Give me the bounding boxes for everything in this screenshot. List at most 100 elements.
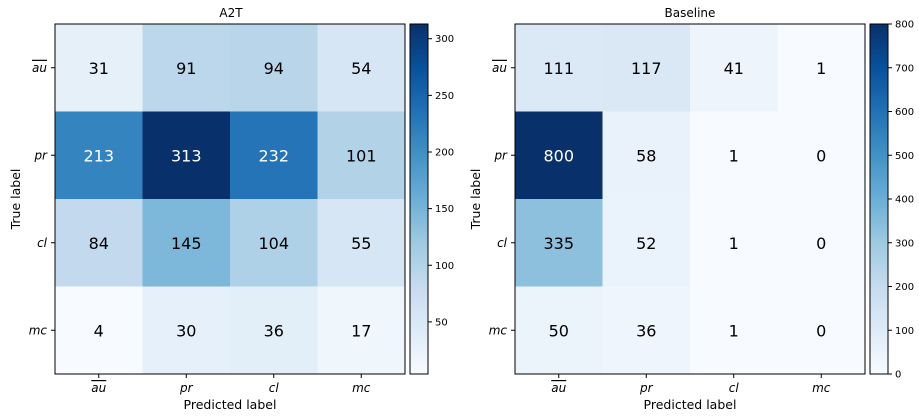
cell-value-label: 84 (89, 234, 109, 253)
heatmap-cell (515, 111, 603, 200)
x-tick-label: cl (269, 381, 280, 395)
cell-value-label: 41 (724, 59, 744, 78)
heatmap-cell (317, 286, 406, 375)
heatmap-cell (515, 24, 603, 112)
x-tick-label: mc (812, 381, 831, 395)
colorbar-tick-label: 600 (895, 107, 914, 118)
cell-value-label: 104 (258, 234, 289, 253)
cell-value-label: 17 (351, 321, 371, 340)
heatmap-cell (317, 24, 406, 112)
heatmap-cell (317, 199, 406, 287)
cell-value-label: 36 (636, 321, 656, 340)
x-tick-labels: au pr cl mc (551, 374, 831, 395)
x-tick-label: mc (352, 381, 371, 395)
cell-value-label: 30 (176, 321, 196, 340)
heatmap-cell (690, 286, 778, 375)
colorbar-tick-label: 250 (435, 91, 454, 102)
heatmap-cell (690, 111, 778, 200)
heatmap-cell (515, 286, 603, 375)
cell-value-label: 111 (543, 59, 574, 78)
heatmap-cell (55, 111, 143, 200)
heatmap-cell (690, 199, 778, 287)
cell-value-label: 52 (636, 234, 656, 253)
chart-title: Baseline (665, 6, 716, 20)
heatmap-cell (142, 199, 231, 287)
x-axis-label: Predicted label (184, 397, 277, 412)
y-axis-label: True label (8, 169, 23, 231)
colorbar: 0 100 200 300 400 500 600 700 800 (869, 20, 914, 381)
chart-title: A2T (219, 6, 243, 20)
colorbar-ticks: 50 100 150 200 250 300 (428, 34, 454, 328)
colorbar-tick-label: 200 (435, 147, 454, 158)
cell-value-label: 145 (171, 234, 202, 253)
heatmap-cell (777, 199, 866, 287)
y-tick-label: au (492, 61, 507, 75)
colorbar: 50 100 150 200 250 300 (409, 23, 454, 375)
y-tick-label: mc (489, 323, 508, 337)
heatmap-cell (142, 286, 231, 375)
colorbar-tick-label: 0 (895, 370, 901, 381)
y-tick-label: cl (497, 236, 508, 250)
cell-value-label: 91 (176, 59, 196, 78)
cell-value-label: 101 (346, 146, 377, 165)
cell-value-label: 232 (258, 146, 289, 165)
cell-value-label: 31 (89, 59, 109, 78)
heatmap-cell (317, 111, 406, 200)
colorbar-tick-label: 700 (895, 63, 914, 74)
colorbar-tick-label: 300 (435, 34, 454, 45)
heatmap-cell (602, 199, 691, 287)
x-tick-label: pr (179, 381, 194, 395)
heatmap-cell (602, 286, 691, 375)
colorbar-gradient (870, 24, 888, 374)
y-tick-labels: au pr cl mc (29, 61, 55, 337)
colorbar-tick-label: 400 (895, 195, 914, 206)
heatmap-cell (142, 24, 231, 112)
heatmap-frame (54, 23, 406, 375)
heatmap-cell (230, 199, 318, 287)
cell-value-label: 0 (816, 234, 826, 253)
colorbar-tick-label: 150 (435, 204, 454, 215)
colorbar-tick-label: 300 (895, 238, 914, 249)
cell-value-label: 54 (351, 59, 371, 78)
heatmap-cell (515, 199, 603, 287)
x-axis-label: Predicted label (644, 397, 737, 412)
y-tick-labels: au pr cl mc (489, 61, 515, 337)
cell-value-label: 213 (83, 146, 114, 165)
heatmap-cell (690, 24, 778, 112)
cell-value-label: 94 (264, 59, 284, 78)
colorbar-tick-label: 500 (895, 151, 914, 162)
heatmap-cell (602, 24, 691, 112)
y-tick-label: cl (37, 236, 48, 250)
colorbar-tick-label: 200 (895, 282, 914, 293)
cell-value-label: 0 (816, 321, 826, 340)
colorbar-ticks: 0 100 200 300 400 500 600 700 800 (888, 20, 914, 381)
heatmap-cell (230, 24, 318, 112)
cell-value-label: 0 (816, 146, 826, 165)
y-tick-label: mc (29, 323, 48, 337)
heatmap-cell (230, 286, 318, 375)
heatmap-cell (55, 24, 143, 112)
heatmap-cell (777, 24, 866, 112)
x-tick-label: au (91, 381, 106, 395)
cell-value-label: 4 (94, 321, 104, 340)
cell-value-label: 50 (549, 321, 569, 340)
cell-value-label: 55 (351, 234, 371, 253)
colorbar-frame (409, 23, 429, 375)
colorbar-gradient (410, 24, 428, 374)
chart-panel-a2t: A2T 31 91 94 54 213 313 232 101 84 145 104 55 4 30 36 1… (8, 6, 454, 412)
colorbar-tick-label: 800 (895, 20, 914, 31)
colorbar-tick-label: 50 (435, 317, 448, 328)
cell-value-label: 1 (816, 59, 826, 78)
chart-panel-baseline: Baseline 111 117 41 1 800 58 1 0 335 52 1 0 50 36 1 0 a… (468, 6, 914, 412)
heatmap-cell (602, 111, 691, 200)
cell-value-label: 335 (543, 234, 574, 253)
heatmap-cells: 31 91 94 54 213 313 232 101 84 145 104 55 4 30 36 17 (55, 24, 406, 375)
heatmap-cell (777, 111, 866, 200)
cell-value-label: 800 (543, 146, 574, 165)
heatmap-cell (230, 111, 318, 200)
y-tick-label: pr (33, 148, 48, 162)
heatmap-cells: 111 117 41 1 800 58 1 0 335 52 1 0 50 36 1 0 (515, 24, 866, 375)
cell-value-label: 1 (729, 321, 739, 340)
cell-value-label: 313 (171, 146, 202, 165)
